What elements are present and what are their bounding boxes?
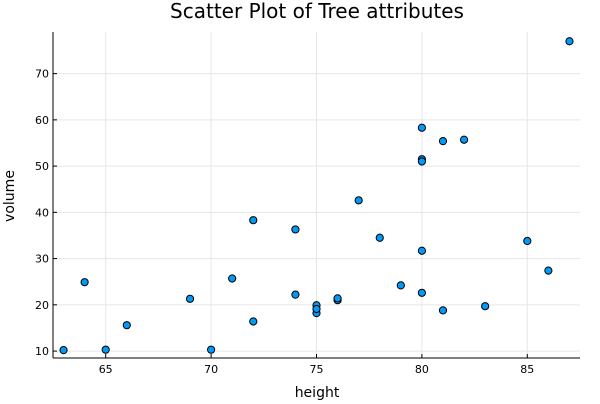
grid-lines [53, 32, 580, 358]
scatter-point [291, 290, 300, 299]
scatter-point [565, 37, 574, 46]
data-points [59, 37, 574, 355]
x-tick-label: 85 [520, 363, 534, 376]
x-tick-label: 75 [310, 363, 324, 376]
scatter-point [312, 304, 321, 314]
y-tick-label: 10 [35, 345, 49, 358]
scatter-point [417, 157, 426, 166]
y-tick-label: 50 [35, 160, 49, 173]
y-axis-title: volume [2, 170, 18, 222]
scatter-point [481, 302, 490, 311]
scatter-point [438, 137, 448, 146]
scatter-point [207, 345, 216, 354]
scatter-point [459, 135, 469, 144]
scatter-point [122, 321, 131, 330]
scatter-point [101, 345, 110, 354]
scatter-point [228, 274, 237, 283]
scatter-point [417, 288, 426, 297]
scatter-point [438, 306, 448, 315]
y-tick-label: 70 [35, 68, 49, 81]
x-tick-label: 65 [99, 363, 113, 376]
x-axis-title: height [295, 385, 340, 400]
scatter-point [417, 123, 426, 132]
scatter-point [523, 236, 532, 246]
scatter-point [396, 281, 405, 290]
scatter-point [249, 317, 258, 326]
scatter-point [291, 225, 300, 234]
scatter-point [417, 246, 426, 255]
scatter-point [544, 266, 553, 275]
scatter-point [354, 196, 363, 205]
scatter-point [59, 346, 68, 355]
y-tick-label: 30 [35, 253, 49, 266]
y-tick-label: 40 [35, 206, 49, 219]
axes [52, 32, 580, 359]
chart-title: Scatter Plot of Tree attributes [170, 0, 464, 23]
scatter-point [375, 233, 384, 242]
x-tick-label: 80 [415, 363, 429, 376]
scatter-point [80, 278, 89, 287]
y-tick-label: 60 [35, 114, 49, 127]
scatter-point [249, 216, 258, 225]
x-tick-label: 70 [204, 363, 218, 376]
y-tick-label: 20 [35, 299, 49, 312]
scatter-point [333, 294, 342, 303]
scatter-point [185, 294, 195, 303]
tick-labels: 65 70 75 80 85 10 20 30 40 50 60 70 [35, 68, 534, 376]
